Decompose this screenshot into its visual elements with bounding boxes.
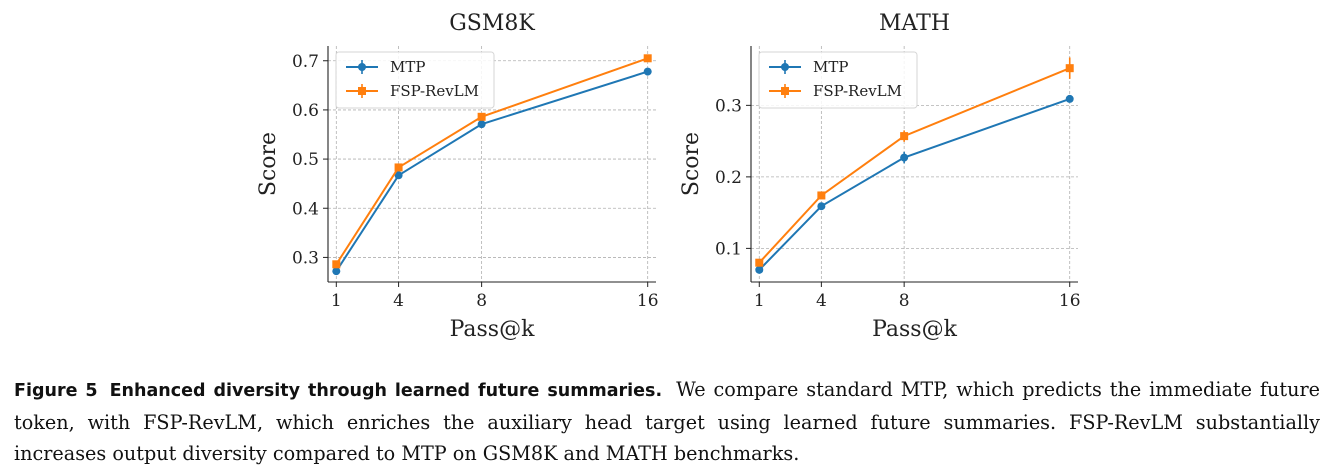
- data-point: [1065, 94, 1074, 103]
- y-tick-label: 0.2: [715, 168, 742, 188]
- series-fsp-revlm: [755, 57, 1074, 267]
- chart-title: GSM8K: [449, 11, 535, 36]
- legend-label: MTP: [813, 58, 848, 76]
- legend-marker: [358, 87, 366, 95]
- x-tick-label: 4: [393, 291, 404, 311]
- data-point: [394, 171, 403, 180]
- figure-caption: Figure 5 Enhanced diversity through learn…: [14, 374, 1320, 469]
- caption-label: Figure 5: [14, 381, 98, 401]
- y-axis-label: Score: [256, 132, 281, 196]
- data-point: [817, 202, 826, 211]
- legend-label: MTP: [390, 58, 425, 76]
- data-point: [477, 120, 486, 129]
- data-point: [643, 67, 652, 76]
- series-fsp-revlm: [332, 54, 652, 269]
- data-point: [755, 265, 764, 274]
- x-tick-label: 1: [331, 291, 342, 311]
- data-point: [643, 54, 652, 63]
- y-tick-label: 0.5: [292, 150, 319, 170]
- series-line: [335, 57, 649, 265]
- x-tick-label: 16: [1059, 291, 1081, 311]
- y-axis-label: Score: [679, 132, 704, 196]
- x-tick-label: 8: [899, 291, 910, 311]
- legend-marker: [358, 63, 366, 71]
- data-point: [755, 258, 764, 267]
- x-tick-label: 4: [816, 291, 827, 311]
- legend: MTP FSP-RevLM: [758, 51, 918, 109]
- chart-title: MATH: [879, 11, 950, 36]
- x-tick-label: 16: [637, 291, 659, 311]
- y-tick-label: 0.3: [292, 248, 319, 268]
- chart-panel-math: 1 4 8 16 0.1 0.2 0.3 MATH Pass@k Score MTP FSP-RevL…: [679, 11, 1081, 342]
- x-axis-label: Pass@k: [450, 317, 536, 342]
- legend-label: FSP-RevLM: [390, 82, 479, 100]
- figure-panels: 1 4 8 16 0.3 0.4 0.5 0.6 0.7 GSM8K Pass@k Score MTP F…: [256, 11, 1081, 342]
- y-tick-label: 0.3: [715, 96, 742, 116]
- data-point: [332, 260, 341, 269]
- y-tick-label: 0.4: [292, 199, 319, 219]
- data-point: [817, 191, 826, 200]
- series-line: [758, 97, 1071, 271]
- x-tick-label: 8: [476, 291, 487, 311]
- legend-marker: [781, 87, 789, 95]
- caption-title: Enhanced diversity through learned futur…: [109, 381, 663, 401]
- y-tick-label: 0.1: [715, 239, 742, 259]
- data-point: [394, 163, 403, 172]
- data-point: [477, 112, 486, 121]
- legend-marker: [781, 63, 789, 71]
- series-mtp: [332, 67, 652, 276]
- legend: MTP FSP-RevLM: [335, 51, 495, 109]
- y-tick-label: 0.7: [292, 52, 319, 72]
- y-tick-label: 0.6: [292, 101, 319, 121]
- series-line: [758, 67, 1071, 264]
- series-line: [335, 70, 648, 272]
- data-point: [1065, 64, 1074, 73]
- data-point: [332, 267, 341, 276]
- data-point: [900, 153, 909, 162]
- chart-panel-gsm8k: 1 4 8 16 0.3 0.4 0.5 0.6 0.7 GSM8K Pass@k Score MTP F…: [256, 11, 659, 342]
- data-point: [900, 132, 909, 141]
- legend-label: FSP-RevLM: [813, 82, 902, 100]
- x-tick-label: 1: [754, 291, 765, 311]
- caption-text: We compare standard MTP, which predicts …: [14, 378, 1320, 465]
- x-axis-label: Pass@k: [872, 317, 958, 342]
- series-mtp: [755, 94, 1074, 274]
